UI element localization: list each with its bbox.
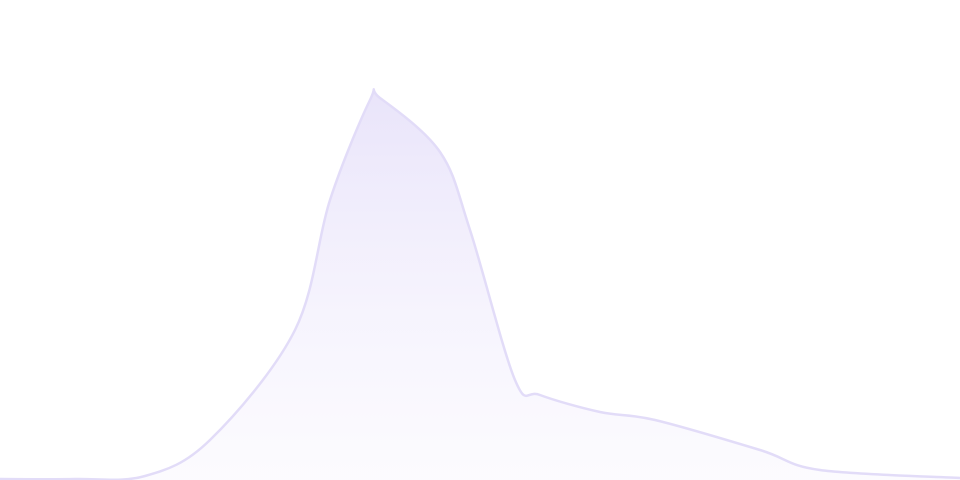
area-line [0, 88, 960, 480]
area-fill [0, 89, 960, 480]
